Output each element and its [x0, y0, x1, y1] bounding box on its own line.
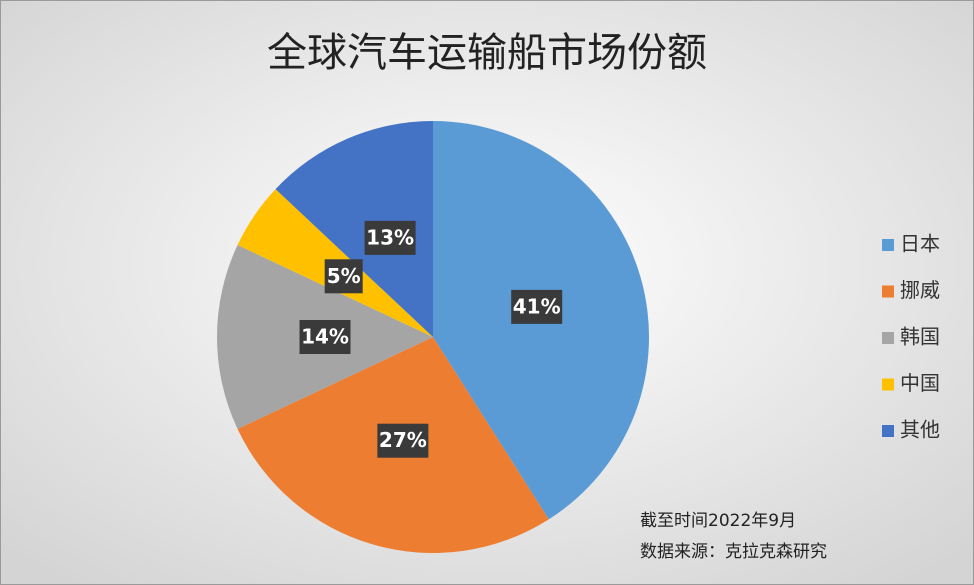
pie-slice [275, 121, 433, 337]
legend-label: 中国 [900, 371, 940, 395]
data-label-box [324, 259, 363, 294]
data-label: 27% [379, 428, 427, 452]
legend-swatch [882, 239, 894, 251]
data-label: 14% [301, 325, 349, 349]
data-label: 41% [513, 294, 561, 318]
data-label: 5% [327, 264, 361, 288]
note: 数据来源：克拉克森研究 [640, 542, 827, 562]
legend-label: 韩国 [900, 325, 940, 349]
legend-swatch [882, 425, 894, 437]
legend-label: 挪威 [900, 278, 940, 302]
legend-swatch [882, 378, 894, 391]
data-label-box [377, 423, 429, 458]
data-label-box [364, 220, 416, 255]
chart-title: 全球汽车运输船市场份额 [267, 30, 707, 76]
data-label-box [299, 320, 351, 354]
legend-swatch [882, 332, 894, 344]
legend-label: 日本 [900, 232, 940, 256]
note: 截至时间2022年9月 [640, 511, 796, 531]
legend-swatch [882, 285, 894, 298]
data-label-box [511, 289, 563, 324]
data-label: 13% [366, 225, 414, 249]
legend-label: 其他 [900, 418, 940, 442]
